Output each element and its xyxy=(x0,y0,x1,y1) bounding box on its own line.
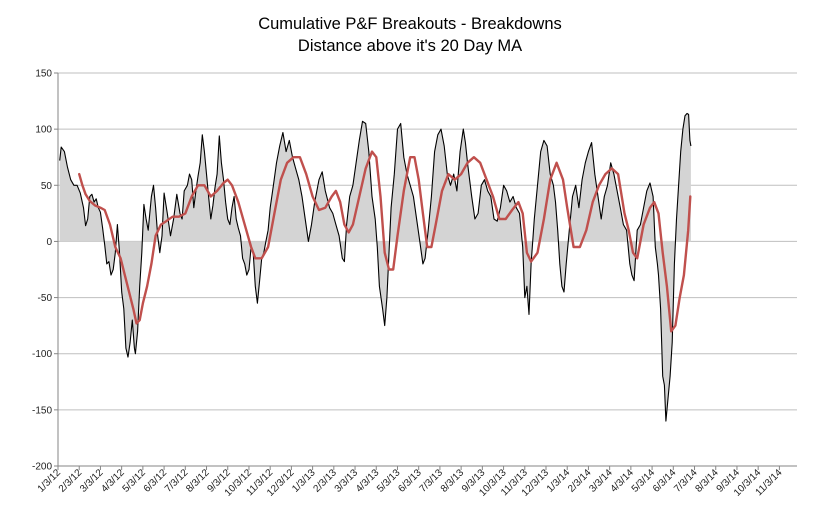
y-tick-label: 100 xyxy=(35,125,52,136)
y-tick-label: 50 xyxy=(41,181,53,192)
y-tick-label: 0 xyxy=(46,237,52,248)
y-axis-tick-labels: -200 -150 -100 -50 0 50 100 150 xyxy=(32,69,52,473)
chart-title-line-1: Cumulative P&F Breakouts - Breakdowns xyxy=(258,15,562,33)
y-tick-label: 150 xyxy=(35,69,52,80)
chart-title-line-2: Distance above it's 20 Day MA xyxy=(298,37,522,55)
plot-area xyxy=(59,112,692,422)
ma-line xyxy=(77,150,692,333)
y-tick-label: -50 xyxy=(38,293,53,304)
gridlines xyxy=(58,72,797,411)
axes xyxy=(54,72,797,470)
y-tick-label: -200 xyxy=(32,462,52,473)
y-tick-label: -100 xyxy=(32,349,52,360)
y-tick-label: -150 xyxy=(32,405,52,416)
distance-line xyxy=(59,112,692,422)
